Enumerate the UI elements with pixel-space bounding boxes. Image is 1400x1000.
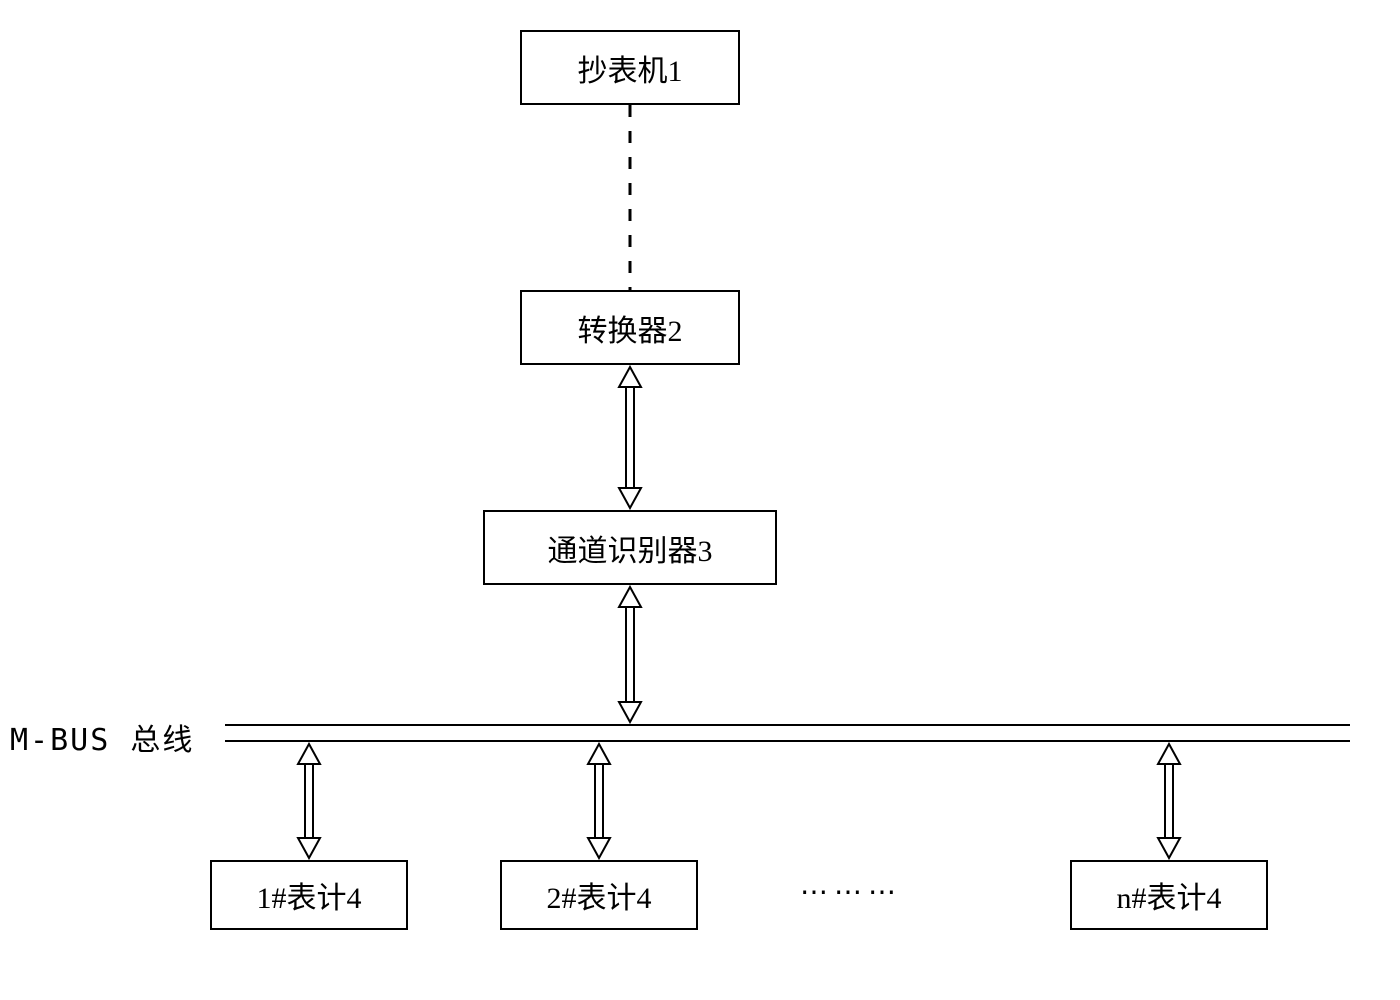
connector-bus-meterN — [0, 0, 1400, 1000]
node-meter-2-label: 2#表计4 — [547, 873, 652, 917]
node-meter-n: n#表计4 — [1070, 860, 1268, 930]
node-meter-1-label: 1#表计4 — [257, 873, 362, 917]
ellipsis: ⋯⋯⋯ — [800, 875, 902, 909]
double-arrow-icon — [1158, 744, 1180, 858]
ellipsis-text: ⋯⋯⋯ — [800, 877, 902, 908]
node-meter-n-label: n#表计4 — [1117, 873, 1222, 917]
node-meter-1: 1#表计4 — [210, 860, 408, 930]
node-meter-2: 2#表计4 — [500, 860, 698, 930]
